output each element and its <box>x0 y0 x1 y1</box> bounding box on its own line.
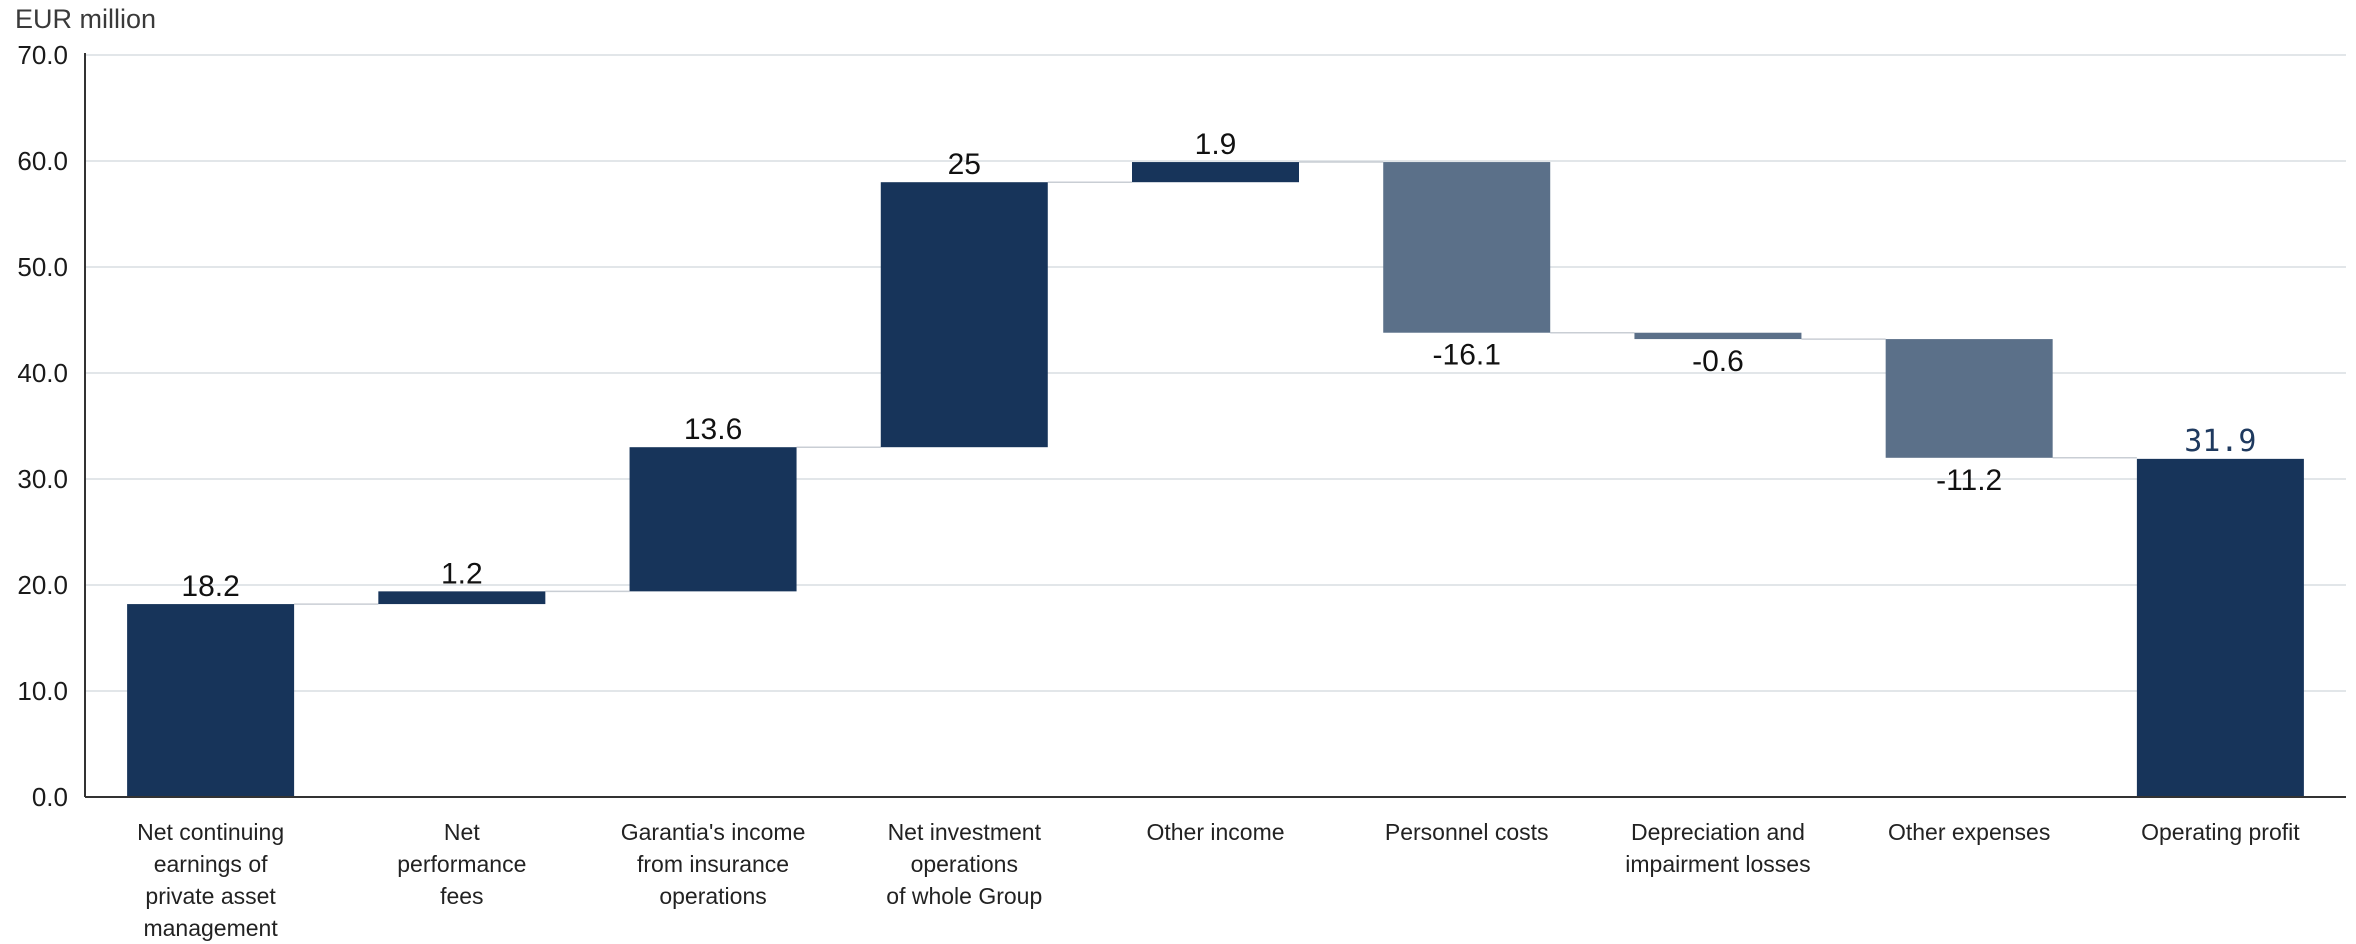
y-tick-label: 40.0 <box>17 358 68 388</box>
category-label-line: performance <box>397 851 526 877</box>
y-axis-unit-label: EUR million <box>15 4 156 34</box>
category-label: Other income <box>1146 819 1284 845</box>
bar <box>1885 339 2053 458</box>
connectors <box>294 161 2137 605</box>
value-labels: 18.2 1.2 13.6 25 1.9 -16.1 -0.6 -11.2 31.9 <box>181 128 2256 603</box>
category-label-line: Other expenses <box>1888 819 2050 845</box>
category-label: Other expenses <box>1888 819 2050 845</box>
category-label: Net performance fees <box>397 819 526 909</box>
y-tick-label: 10.0 <box>17 676 68 706</box>
category-label-line: Net investment <box>888 819 1042 845</box>
category-label: Personnel costs <box>1385 819 1549 845</box>
bars <box>127 162 2304 797</box>
axes <box>84 53 2346 798</box>
y-tick-label: 30.0 <box>17 464 68 494</box>
category-label: Operating profit <box>2141 819 2300 845</box>
category-label-line: Other income <box>1146 819 1284 845</box>
bar <box>127 604 295 797</box>
value-label: -16.1 <box>1433 339 1501 372</box>
value-label: 31.9 <box>2184 424 2256 459</box>
value-label: 13.6 <box>684 413 742 446</box>
category-labels: Net continuing earnings of private asset ma… <box>137 819 2300 941</box>
y-axis-ticks: 0.0 10.0 20.0 30.0 40.0 50.0 60.0 70.0 <box>17 40 68 812</box>
y-tick-label: 60.0 <box>17 146 68 176</box>
category-label: Net continuing earnings of private asset ma… <box>137 819 284 941</box>
value-label: -11.2 <box>1936 464 2002 497</box>
category-label: Garantia's income from insurance operation… <box>621 819 806 909</box>
category-label-line: Garantia's income <box>621 819 806 845</box>
y-tick-label: 70.0 <box>17 40 68 70</box>
category-label-line: operations <box>659 883 766 909</box>
category-label: Net investment operations of whole Group <box>886 819 1042 909</box>
value-label: 1.2 <box>441 557 483 590</box>
value-label: 25 <box>948 148 981 181</box>
y-tick-label: 20.0 <box>17 570 68 600</box>
category-label-line: from insurance <box>637 851 789 877</box>
y-tick-label: 0.0 <box>32 782 68 812</box>
value-label: 18.2 <box>181 570 239 603</box>
value-label: 1.9 <box>1195 128 1237 161</box>
category-label-line: Personnel costs <box>1385 819 1549 845</box>
category-label-line: private asset <box>145 883 276 909</box>
category-label-line: Depreciation and <box>1631 819 1805 845</box>
category-label-line: Net <box>444 819 480 845</box>
category-label: Depreciation and impairment losses <box>1625 819 1810 877</box>
category-label-line: earnings of <box>154 851 268 877</box>
category-label-line: fees <box>440 883 483 909</box>
category-label-line: of whole Group <box>886 883 1042 909</box>
bar <box>1383 162 1551 333</box>
gridlines <box>85 54 2346 692</box>
category-label-line: impairment losses <box>1625 851 1810 877</box>
bar <box>1132 162 1299 183</box>
bar <box>629 447 797 592</box>
bar <box>880 182 1048 448</box>
category-label-line: Net continuing <box>137 819 284 845</box>
y-tick-label: 50.0 <box>17 252 68 282</box>
category-label-line: management <box>143 915 278 941</box>
value-label: -0.6 <box>1692 345 1744 378</box>
bar <box>378 591 546 605</box>
category-label-line: Operating profit <box>2141 819 2300 845</box>
category-label-line: operations <box>911 851 1018 877</box>
bar <box>2136 458 2304 797</box>
bar <box>1634 332 1802 340</box>
